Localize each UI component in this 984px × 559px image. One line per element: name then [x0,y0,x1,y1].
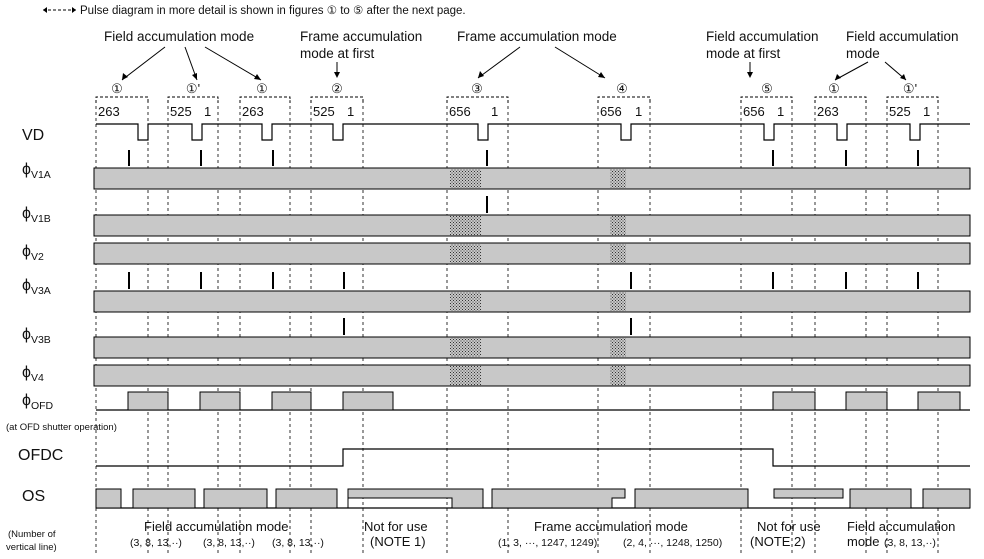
bottom-field-mode-2b: mode [847,534,880,549]
figure-marker: ② [331,81,343,96]
bottom-labels: Field accumulation mode (3, 8, 13,··) (3… [130,519,955,549]
frame-mode-label: Frame accumulation mode [457,29,617,44]
phi-v3b-label: ϕV3B [22,326,51,346]
arrow [477,46,521,79]
line-number: 1 [204,104,211,119]
figure-marker: ①' [186,81,200,96]
bracket [597,96,651,103]
line-number: 525 [170,104,192,119]
line-number: 263 [98,104,120,119]
number-of-lines-label-1: (Number of [8,529,56,540]
signal-labels: VD ϕV1A ϕV1B ϕV2 ϕV3A ϕV3B ϕV4 ϕOFD (at … [6,127,117,553]
phi-v3b-waveform [93,318,971,359]
ofd-shutter-note: (at OFD shutter operation) [6,422,117,433]
line-number: 1 [347,104,354,119]
arrowheads [122,71,906,80]
line-number: 1 [777,104,784,119]
line-number: 263 [817,104,839,119]
note-1: (NOTE 1) [370,534,426,549]
phi-v1b-label: ϕV1B [22,205,51,225]
phi-v3a-waveform [93,272,971,313]
line-number: 656 [600,104,622,119]
bracket [814,96,867,103]
mode-arrows [121,46,907,81]
vd-line-numbers: 263 525 1 263 525 1 656 1 656 1 656 1 26… [98,104,930,119]
bracket [310,96,364,103]
field-seq-2: (3, 8, 13,··) [203,537,255,549]
line-number: 263 [242,104,264,119]
field-mode2-label-1: Field accumulation [846,29,959,44]
os-waveform [95,488,971,509]
ofdc-waveform [96,448,970,467]
not-for-use-2: Not for use [757,519,821,534]
line-number: 656 [449,104,471,119]
top-mode-labels: Field accumulation mode Frame accumulati… [104,29,959,61]
bracket [446,96,509,103]
number-of-lines-label-2: vertical line) [6,542,57,553]
line-number: 1 [923,104,930,119]
line-number: 656 [743,104,765,119]
field-first-label-1: Field accumulation [706,29,819,44]
phi-v3a-label: ϕV3A [22,277,51,297]
note-2: (NOTE 2) [750,534,806,549]
bottom-field-mode-2: Field accumulation [847,519,955,534]
vd-label: VD [22,127,44,144]
arrow [121,46,166,81]
figure-marker: ④ [616,81,628,96]
bracket [167,96,219,103]
figure-markers: ① ①' ① ② ③ ④ ⑤ ① ①' [111,81,917,96]
pulse-note: Pulse diagram in more detail is shown in… [80,5,466,17]
bracket [95,96,149,103]
bottom-frame-mode: Frame accumulation mode [534,519,688,534]
field-first-label-2: mode at first [706,46,781,61]
line-number: 525 [889,104,911,119]
bottom-field-mode: Field accumulation mode [144,519,289,534]
figure-brackets [95,96,939,103]
figure-marker: ① [111,81,123,96]
bracket [886,96,939,103]
field-mode2-label-2: mode [846,46,880,61]
frame-seq-b: (2, 4, ···, 1248, 1250) [623,537,722,549]
phi-ofd-waveform [96,391,970,411]
figure-marker: ⑤ [761,81,773,96]
not-for-use-1: Not for use [364,519,428,534]
field-mode-label: Field accumulation mode [104,29,254,44]
line-number: 1 [635,104,642,119]
figure-marker: ①' [903,81,917,96]
line-number: 1 [491,104,498,119]
field-seq-1: (3, 8, 13,··) [130,537,182,549]
field-seq-4: (3, 8, 13,··) [884,537,936,549]
phi-v1a-label: ϕV1A [22,161,51,181]
phi-v1a-waveform [93,150,971,190]
frame-seq-a: (1, 3, ···, 1247, 1249) [498,537,597,549]
frame-first-label-2: mode at first [300,46,375,61]
phi-v2-waveform [93,242,971,265]
figure-marker: ③ [471,81,483,96]
vd-waveform [96,123,970,141]
phi-v1b-waveform [93,196,971,237]
dashed-arrow-icon [43,7,76,13]
bracket [740,96,793,103]
figure-marker: ① [828,81,840,96]
os-label: OS [22,488,45,505]
line-number: 525 [313,104,335,119]
ofdc-label: OFDC [18,447,63,464]
bracket [239,96,291,103]
phi-ofd-label: ϕOFD [22,392,54,412]
phi-v2-label: ϕV2 [22,243,44,263]
header-note: Pulse diagram in more detail is shown in… [43,5,466,17]
field-seq-3: (3, 8, 13,··) [272,537,324,549]
arrow [554,46,606,79]
figure-marker: ① [256,81,268,96]
phi-v4-waveform [93,364,971,387]
arrow [834,61,869,81]
arrow [204,46,262,81]
phi-v4-label: ϕV4 [22,364,44,384]
frame-first-label-1: Frame accumulation [300,29,422,44]
